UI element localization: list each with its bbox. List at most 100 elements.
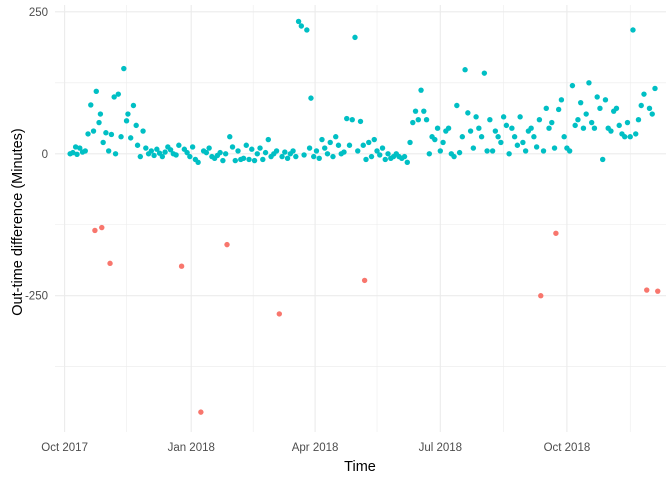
grid (55, 5, 666, 432)
data-point (511, 134, 518, 140)
data-point (103, 130, 109, 136)
data-point (421, 108, 427, 114)
data-point (627, 134, 633, 140)
data-point (352, 34, 358, 41)
data-point (346, 142, 353, 148)
data-point (646, 105, 653, 112)
data-point (635, 116, 642, 123)
data-point (123, 118, 130, 124)
data-point (235, 148, 241, 154)
data-point (549, 119, 555, 126)
data-point (540, 148, 547, 154)
data-point (88, 102, 94, 108)
data-point (335, 142, 342, 148)
data-point (404, 159, 410, 165)
data-point (599, 156, 606, 163)
data-point (363, 156, 369, 163)
data-point (503, 122, 510, 129)
data-point (341, 149, 347, 155)
data-point (454, 102, 460, 109)
data-point (319, 136, 325, 143)
data-point (495, 134, 501, 140)
data-point (134, 142, 141, 148)
data-point (112, 151, 119, 157)
data-point (368, 153, 375, 160)
data-point (522, 148, 529, 154)
data-point (608, 128, 614, 134)
data-point (232, 157, 238, 164)
data-point (426, 151, 433, 157)
data-point (304, 27, 310, 33)
data-point (203, 149, 210, 156)
data-point (361, 277, 368, 284)
data-point (115, 91, 122, 97)
data-point (407, 139, 413, 146)
data-point (92, 227, 98, 234)
data-point (418, 87, 424, 93)
data-point (624, 119, 631, 126)
y-tick-label: 250 (29, 7, 48, 19)
data-point (536, 116, 543, 123)
data-point (385, 151, 391, 157)
data-point (500, 114, 507, 120)
data-point (262, 149, 269, 156)
data-point (251, 157, 258, 164)
data-point (306, 145, 313, 151)
data-point (111, 94, 117, 100)
data-point (249, 146, 255, 152)
data-point (531, 134, 537, 140)
data-point (295, 18, 302, 25)
data-point (445, 125, 452, 131)
data-point (546, 125, 552, 131)
data-point (569, 82, 576, 89)
data-point (538, 293, 544, 299)
data-point (558, 97, 565, 103)
data-point (265, 136, 271, 143)
data-point (143, 145, 149, 151)
data-point (591, 125, 598, 131)
data-point (121, 65, 127, 72)
data-point (434, 125, 441, 131)
data-point (70, 149, 76, 156)
data-point (151, 152, 157, 159)
data-point (195, 159, 201, 165)
data-point (371, 136, 377, 143)
data-point (357, 118, 364, 125)
data-point (652, 85, 658, 92)
data-point (514, 142, 521, 148)
data-point (633, 131, 639, 137)
data-point (311, 153, 317, 160)
data-point (282, 149, 288, 155)
data-point (597, 105, 603, 112)
data-point (577, 99, 584, 106)
data-point (586, 80, 592, 86)
data-point (575, 116, 581, 123)
data-point (555, 106, 562, 113)
data-point (82, 148, 88, 154)
x-axis-ticks: Oct 2017 Jan 2018 Apr 2018 Jul 2018 Oct 2018 (41, 442, 590, 454)
data-point (224, 241, 230, 248)
data-point (206, 145, 212, 151)
data-point (432, 136, 438, 143)
data-point (90, 128, 97, 134)
x-tick-label: Oct 2018 (544, 442, 591, 454)
data-points (67, 18, 661, 415)
data-point (465, 110, 471, 116)
data-point (412, 108, 419, 114)
data-point (487, 116, 493, 123)
data-point (222, 151, 229, 157)
data-point (520, 139, 526, 146)
data-point (355, 148, 361, 154)
data-point (273, 148, 280, 154)
data-point (140, 128, 146, 134)
data-point (440, 139, 446, 146)
data-point (254, 151, 260, 157)
data-point (561, 134, 567, 140)
data-point (240, 155, 247, 162)
data-point (243, 142, 249, 148)
x-tick-label: Jul 2018 (419, 442, 462, 454)
data-point (184, 149, 190, 156)
data-point (293, 153, 299, 160)
data-point (257, 145, 263, 151)
